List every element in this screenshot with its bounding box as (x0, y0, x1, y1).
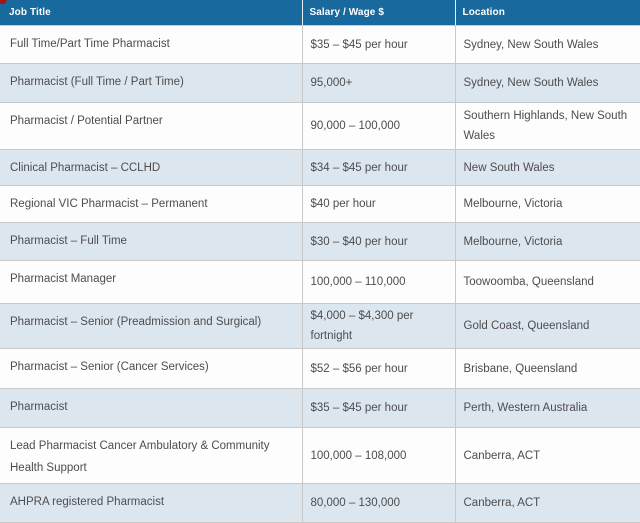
salary-cell: 95,000+ (302, 63, 456, 103)
job-title-cell: Full Time/Part Time Pharmacist (0, 25, 303, 64)
column-header-location: Location (455, 0, 640, 26)
job-title-cell: Pharmacist (0, 388, 303, 428)
column-header-salary-wage: Salary / Wage $ (302, 0, 456, 26)
job-title-cell: Pharmacist / Potential Partner (0, 102, 303, 150)
job-title-cell: Pharmacist Manager (0, 260, 303, 304)
job-title-cell: Regional VIC Pharmacist – Permanent (0, 185, 303, 223)
location-cell: Melbourne, Victoria (455, 185, 640, 223)
table-row: Pharmacist – Senior (Preadmission and Su… (0, 303, 640, 349)
column-header-job-title: Job Title (0, 0, 303, 26)
location-cell: Gold Coast, Queensland (455, 303, 640, 349)
location-cell: Brisbane, Queensland (455, 348, 640, 389)
salary-cell: $34 – $45 per hour (302, 149, 456, 186)
salary-cell: $35 – $45 per hour (302, 25, 456, 64)
location-cell: Toowoomba, Queensland (455, 260, 640, 304)
table-header-row: Job Title Salary / Wage $ Location (0, 0, 640, 26)
salary-cell: $4,000 – $4,300 per fortnight (302, 303, 456, 349)
location-cell: Southern Highlands, New South Wales (455, 102, 640, 150)
table-row: Clinical Pharmacist – CCLHD $34 – $45 pe… (0, 149, 640, 186)
table-row: Pharmacist $35 – $45 per hour Perth, Wes… (0, 388, 640, 428)
table-row: Pharmacist / Potential Partner 90,000 – … (0, 102, 640, 150)
salary-cell: $40 per hour (302, 185, 456, 223)
table-row: Pharmacist (Full Time / Part Time) 95,00… (0, 63, 640, 103)
location-cell: Melbourne, Victoria (455, 222, 640, 261)
salary-cell: 80,000 – 130,000 (302, 483, 456, 523)
job-title-cell: Pharmacist – Full Time (0, 222, 303, 261)
job-title-cell: Clinical Pharmacist – CCLHD (0, 149, 303, 186)
table-row: Pharmacist Manager 100,000 – 110,000 Too… (0, 260, 640, 304)
job-title-cell: Pharmacist – Senior (Cancer Services) (0, 348, 303, 389)
location-cell: Sydney, New South Wales (455, 25, 640, 64)
salary-cell: 100,000 – 110,000 (302, 260, 456, 304)
red-corner-marker (0, 0, 7, 4)
table-row: Pharmacist – Senior (Cancer Services) $5… (0, 348, 640, 389)
job-title-cell: Pharmacist (Full Time / Part Time) (0, 63, 303, 103)
salary-cell: 90,000 – 100,000 (302, 102, 456, 150)
location-cell: Perth, Western Australia (455, 388, 640, 428)
location-cell: Canberra, ACT (455, 483, 640, 523)
table-row: Regional VIC Pharmacist – Permanent $40 … (0, 185, 640, 223)
table-row: AHPRA registered Pharmacist 80,000 – 130… (0, 483, 640, 523)
job-title-cell: Lead Pharmacist Cancer Ambulatory & Comm… (0, 427, 303, 484)
salary-cell: $30 – $40 per hour (302, 222, 456, 261)
location-cell: Canberra, ACT (455, 427, 640, 484)
job-title-cell: Pharmacist – Senior (Preadmission and Su… (0, 303, 303, 349)
salary-cell: $52 – $56 per hour (302, 348, 456, 389)
salary-cell: $35 – $45 per hour (302, 388, 456, 428)
location-cell: Sydney, New South Wales (455, 63, 640, 103)
salary-cell: 100,000 – 108,000 (302, 427, 456, 484)
location-cell: New South Wales (455, 149, 640, 186)
table-row: Full Time/Part Time Pharmacist $35 – $45… (0, 25, 640, 64)
table-row: Pharmacist – Full Time $30 – $40 per hou… (0, 222, 640, 261)
job-title-cell: AHPRA registered Pharmacist (0, 483, 303, 523)
table-row: Lead Pharmacist Cancer Ambulatory & Comm… (0, 427, 640, 484)
